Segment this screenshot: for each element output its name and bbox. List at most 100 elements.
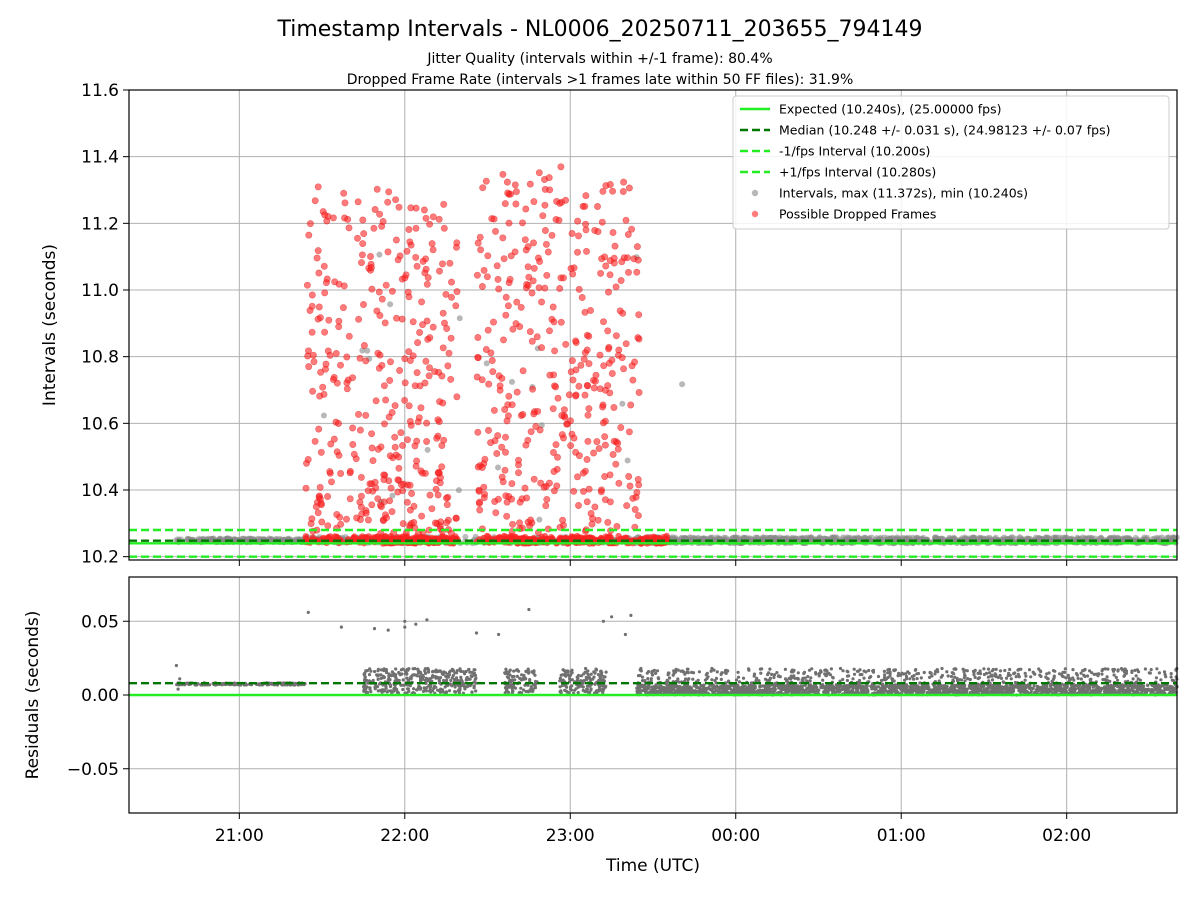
- dropped-frame-point: [379, 218, 387, 226]
- dropped-frame-point: [487, 439, 495, 447]
- residual-point: [827, 671, 831, 676]
- residual-point: [392, 687, 396, 691]
- dropped-frame-point: [581, 391, 589, 399]
- dropped-frame-point: [606, 271, 614, 279]
- residual-point: [176, 687, 180, 691]
- dropped-frame-point: [426, 491, 434, 499]
- dropped-frame-point: [440, 319, 448, 327]
- residual-point: [423, 668, 427, 672]
- dropped-frame-point: [380, 476, 388, 484]
- residual-point: [1008, 667, 1012, 672]
- dropped-frame-point: [380, 420, 388, 428]
- dropped-frame-point: [522, 441, 530, 449]
- residual-point: [576, 679, 580, 683]
- interval-point: [669, 534, 676, 541]
- residual-point: [1012, 672, 1016, 676]
- residual-point: [998, 669, 1003, 673]
- dropped-frame-point: [625, 472, 633, 480]
- dropped-frame-point: [336, 513, 344, 521]
- residual-point: [588, 691, 592, 695]
- dropped-frame-point: [585, 360, 593, 368]
- dropped-frame-point: [490, 406, 498, 414]
- residual-point: [982, 667, 986, 671]
- dropped-frame-point: [503, 498, 511, 506]
- dropped-frame-point: [410, 502, 418, 510]
- interval-point: [455, 487, 462, 494]
- residual-point: [453, 690, 457, 694]
- dropped-frame-point: [357, 492, 365, 500]
- dropped-frame-point: [482, 177, 490, 185]
- dropped-frame-point: [535, 169, 543, 177]
- residual-point: [519, 686, 523, 690]
- residual-point: [601, 678, 605, 682]
- residual-point: [389, 674, 393, 678]
- dropped-frame-point: [428, 240, 436, 248]
- interval-point: [495, 464, 501, 471]
- dropped-frame-point: [568, 357, 576, 365]
- residual-point: [583, 689, 588, 694]
- residual-point: [1157, 671, 1161, 675]
- dropped-frame-point: [370, 224, 378, 232]
- residual-point: [594, 689, 598, 694]
- dropped-frame-point: [446, 259, 454, 267]
- residual-point: [470, 670, 474, 675]
- dropped-frame-point: [440, 200, 448, 208]
- interval-point: [1143, 537, 1150, 544]
- dropped-frame-point: [482, 345, 490, 353]
- residual-point: [422, 686, 426, 690]
- dropped-frame-point: [604, 288, 612, 296]
- residual-point: [795, 676, 799, 681]
- dropped-frame-point: [325, 316, 333, 324]
- residual-point: [372, 627, 377, 631]
- y-tick-label: 11.0: [81, 281, 119, 301]
- interval-point: [679, 381, 686, 388]
- residual-point: [362, 688, 366, 692]
- dropped-frame-point: [413, 369, 421, 377]
- dropped-frame-point: [559, 516, 567, 524]
- dropped-frame-point: [511, 181, 519, 189]
- dropped-frame-point: [409, 352, 417, 360]
- dropped-frame-point: [631, 358, 639, 366]
- residual-point: [949, 674, 954, 679]
- dropped-frame-point: [315, 269, 323, 277]
- dropped-frame-point: [306, 220, 314, 228]
- residual-point: [585, 687, 590, 692]
- dropped-frame-point: [360, 230, 368, 238]
- dropped-frame-point: [557, 318, 565, 326]
- residual-point: [829, 667, 834, 671]
- dropped-frame-point: [398, 441, 406, 449]
- residual-point: [586, 669, 590, 673]
- dropped-frame-point: [354, 410, 362, 418]
- dropped-frame-point: [388, 287, 396, 295]
- dropped-frame-point: [422, 265, 430, 273]
- dropped-frame-point: [610, 254, 618, 262]
- residual-point: [371, 678, 375, 683]
- residual-point: [520, 691, 524, 695]
- interval-point: [538, 422, 545, 429]
- dropped-frame-point: [539, 212, 547, 220]
- dropped-frame-point: [622, 340, 630, 348]
- residual-point: [930, 674, 934, 678]
- dropped-frame-point: [521, 484, 529, 492]
- residual-point: [596, 673, 601, 677]
- dropped-frame-point: [474, 353, 482, 361]
- dropped-frame-point: [353, 234, 361, 242]
- residual-point: [401, 678, 405, 682]
- dropped-frame-point: [536, 426, 544, 434]
- interval-point: [536, 516, 543, 523]
- dropped-frame-point: [447, 334, 455, 342]
- dropped-frame-point: [503, 178, 511, 186]
- dropped-frame-point: [474, 239, 482, 247]
- dropped-frame-point: [560, 406, 568, 414]
- dropped-frame-point: [609, 450, 617, 458]
- residual-point: [588, 676, 592, 681]
- dropped-frame-point: [596, 351, 604, 359]
- dropped-frame-point: [439, 399, 447, 407]
- dropped-frame-point: [440, 224, 448, 232]
- residual-point: [426, 668, 431, 672]
- dropped-frame-point: [399, 520, 407, 528]
- dropped-frame-point: [593, 203, 601, 211]
- dropped-frame-point: [499, 336, 507, 344]
- dropped-frame-point: [405, 293, 413, 301]
- residual-point: [714, 681, 718, 685]
